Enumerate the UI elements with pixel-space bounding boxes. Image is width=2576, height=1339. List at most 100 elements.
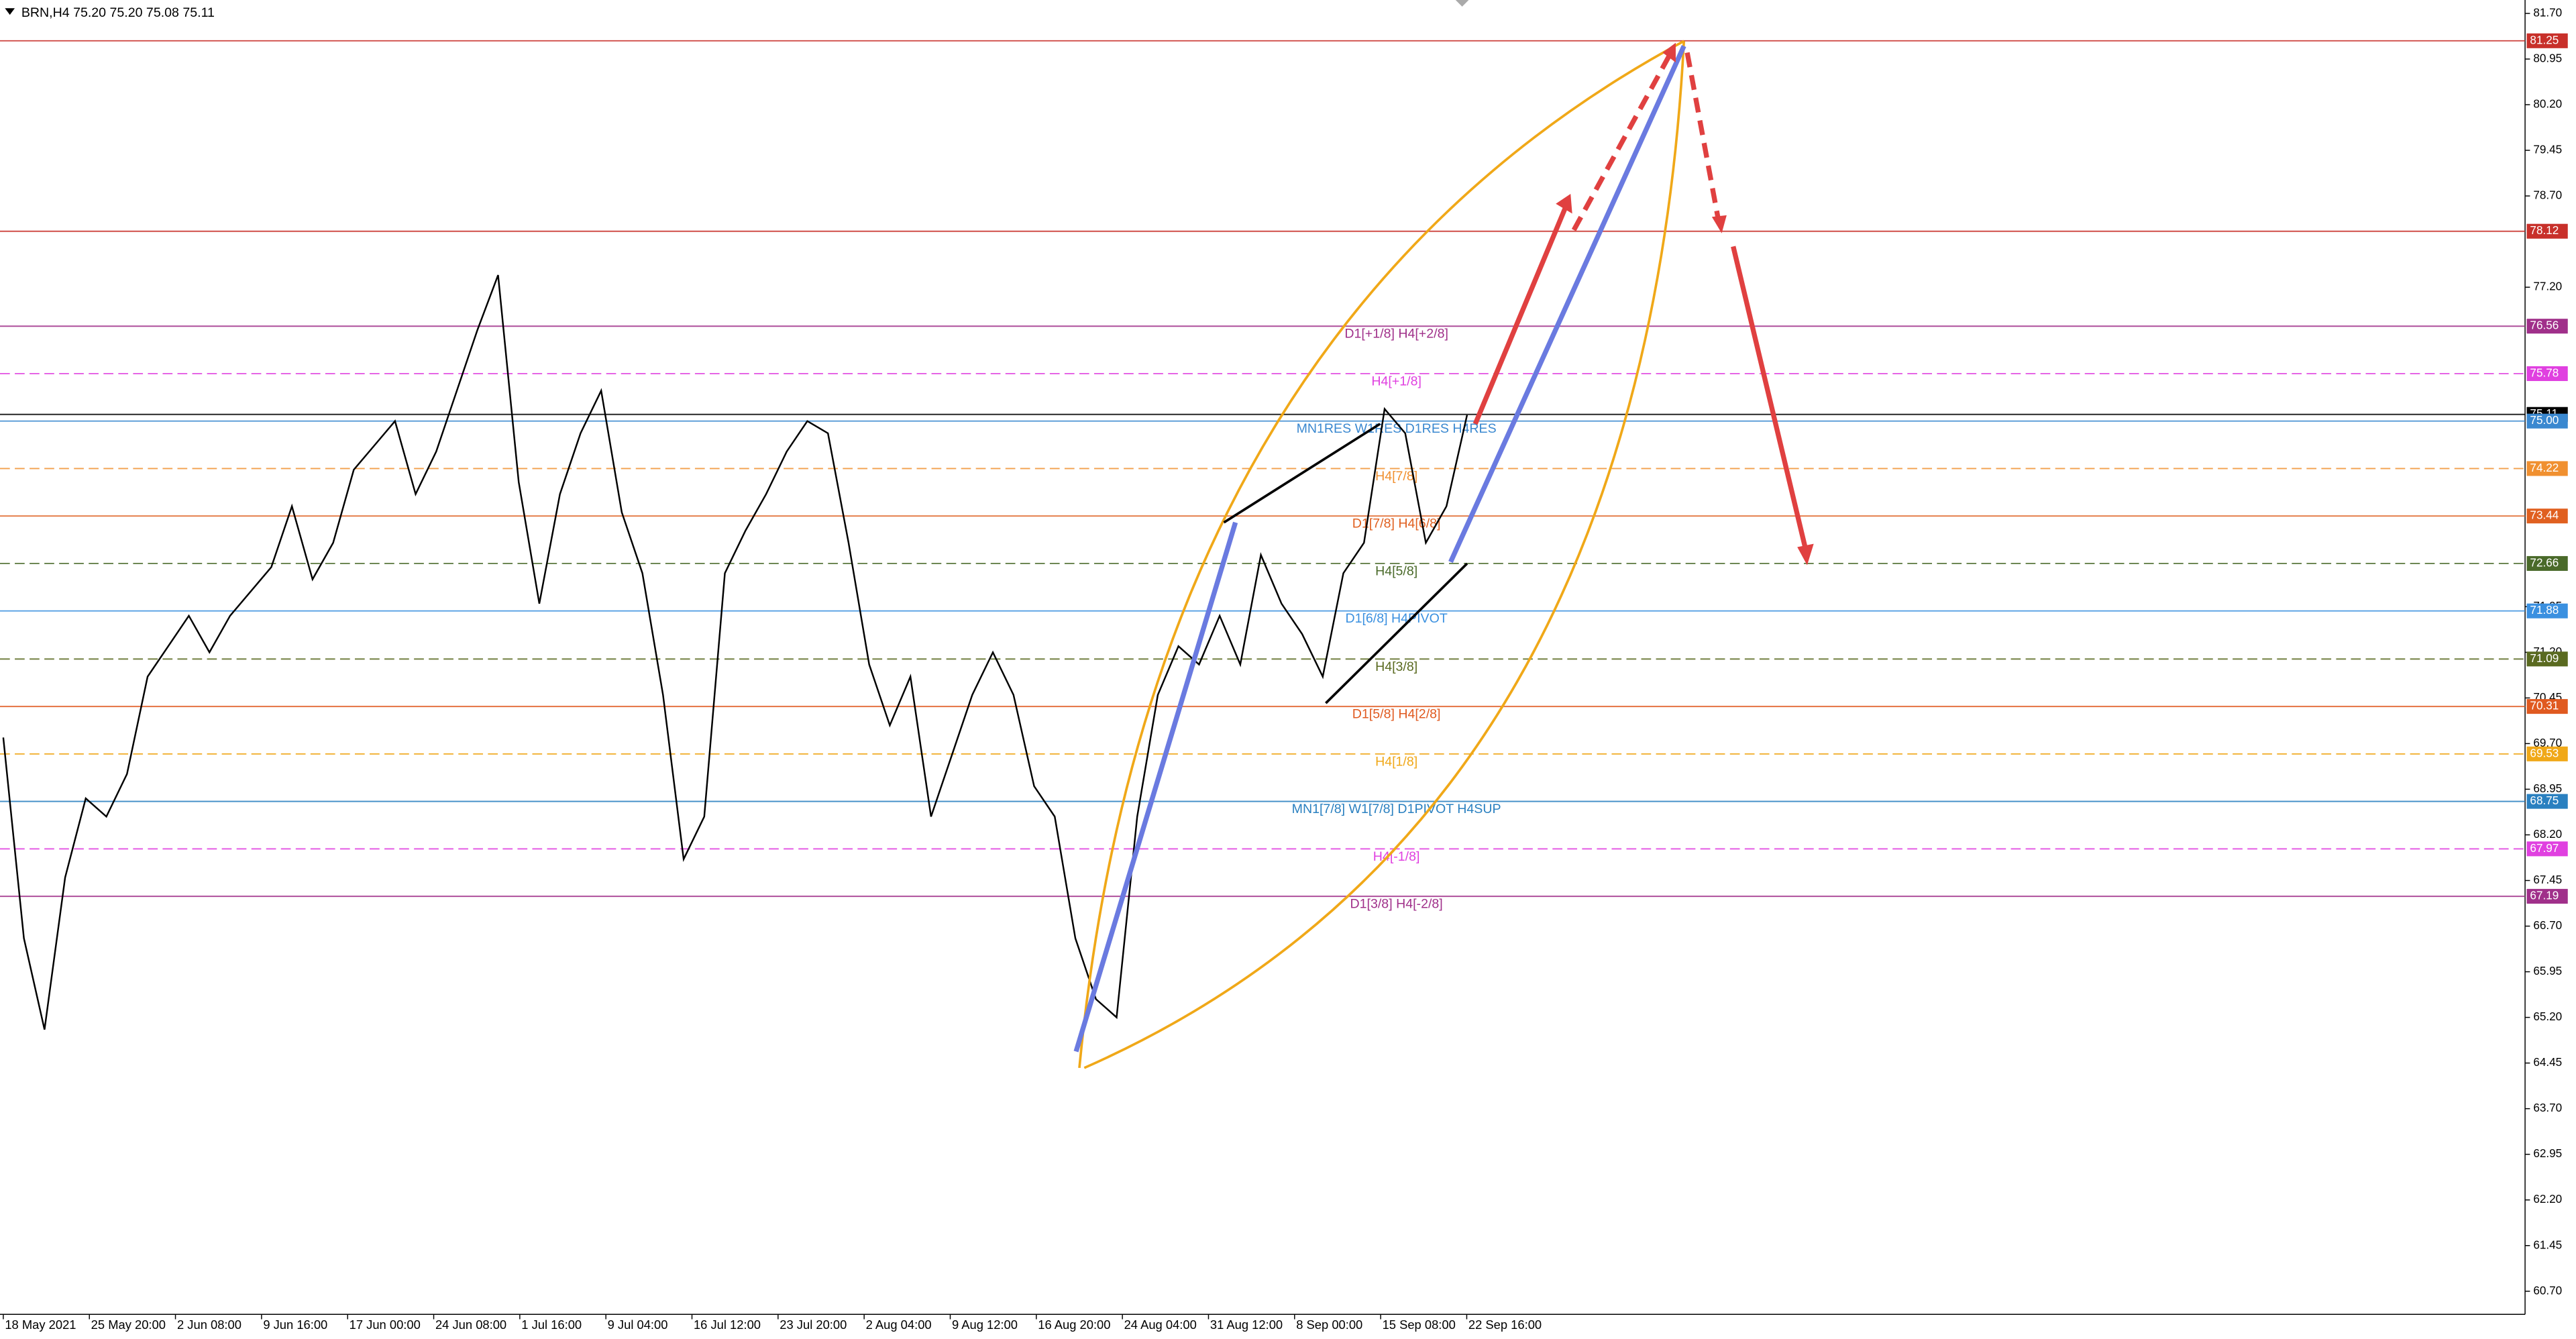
drawings (1073, 40, 1814, 1069)
arc (1083, 41, 1686, 1069)
level-price-label: 81.25 (2530, 33, 2559, 46)
level-price-label: 68.75 (2530, 794, 2559, 807)
level-label: H4[+1/8] (1371, 374, 1421, 388)
arrow (1684, 52, 1721, 221)
x-tick-label: 24 Aug 04:00 (1124, 1318, 1197, 1332)
level-label: D1[3/8] H4[-2/8] (1350, 897, 1443, 912)
x-tick-label: 2 Jun 08:00 (177, 1318, 241, 1332)
level-price-label: 67.97 (2530, 841, 2559, 855)
shift-marker (1455, 0, 1469, 7)
arrow-head (1662, 42, 1676, 63)
arc (1078, 40, 1685, 1069)
level-price-box (2526, 413, 2568, 429)
level-price-label: 75.78 (2530, 366, 2559, 379)
level-price-label: 78.12 (2530, 223, 2559, 237)
trend-line (1073, 521, 1238, 1053)
arrow-head (1711, 215, 1727, 233)
level-price-box (2526, 461, 2568, 476)
y-tick-label: 66.70 (2533, 918, 2562, 932)
x-tick-label: 1 Jul 16:00 (521, 1318, 582, 1332)
y-tick-label: 78.70 (2533, 189, 2562, 202)
level-label: H4[1/8] (1375, 754, 1417, 769)
level-price-box (2526, 366, 2568, 381)
levels: D1[+1/8] H4[+2/8] H4[+1/8] MN1RES W1RES D1… (0, 40, 2526, 912)
level-price-box (2526, 603, 2568, 619)
x-tick-label: 16 Aug 20:00 (1038, 1318, 1110, 1332)
x-tick-label: 9 Jul 04:00 (608, 1318, 668, 1332)
level-price-box (2526, 555, 2568, 571)
menu-icon (5, 8, 15, 15)
x-tick-label: 24 Jun 08:00 (435, 1318, 506, 1332)
arrow (1731, 246, 1809, 549)
channel-line (1325, 562, 1468, 704)
arrow (1472, 206, 1568, 425)
y-tick-label: 65.95 (2533, 964, 2562, 977)
level-label: D1[5/8] H4[2/8] (1352, 707, 1441, 722)
level-label: D1[6/8] H4PIVOT (1345, 611, 1447, 626)
y-tick-label: 69.70 (2533, 736, 2562, 749)
y-tick-label: 65.20 (2533, 1010, 2562, 1023)
level-price-box (2526, 33, 2568, 48)
trend-line (1448, 45, 1686, 564)
level-price-box (2526, 841, 2568, 857)
y-tick-label: 60.70 (2533, 1283, 2562, 1297)
level-price-box (2526, 319, 2568, 334)
axes: 81.7080.9580.2079.4578.7077.2071.9571.20… (3, 6, 2568, 1332)
level-label: D1[7/8] H4[6/8] (1352, 517, 1441, 531)
x-tick-label: 23 Jul 20:00 (780, 1318, 847, 1332)
level-label: MN1[7/8] W1[7/8] D1PIVOT H4SUP (1292, 802, 1501, 816)
y-tick-label: 63.70 (2533, 1101, 2562, 1114)
x-tick-label: 15 Sep 08:00 (1383, 1318, 1456, 1332)
level-price-label: 73.44 (2530, 508, 2559, 522)
arrow-head (1556, 194, 1572, 214)
level-label: H4[5/8] (1375, 564, 1417, 578)
arrow-head (1797, 543, 1814, 566)
level-label: H4[-1/8] (1373, 849, 1420, 864)
price-line (2, 274, 1468, 1030)
level-price-label: 74.22 (2530, 461, 2559, 474)
level-price-box (2526, 223, 2568, 239)
x-tick-label: 8 Sep 00:00 (1296, 1318, 1362, 1332)
channel-line (1223, 423, 1381, 524)
x-tick-label: 9 Jun 16:00 (263, 1318, 327, 1332)
x-tick-label: 31 Aug 12:00 (1210, 1318, 1283, 1332)
y-tick-label: 68.20 (2533, 827, 2562, 841)
level-label: H4[7/8] (1375, 469, 1417, 484)
x-tick-label: 22 Sep 16:00 (1468, 1318, 1542, 1332)
y-tick-label: 64.45 (2533, 1055, 2562, 1069)
y-tick-label: 62.20 (2533, 1192, 2562, 1206)
level-price-box (2526, 794, 2568, 809)
arrow (1571, 54, 1672, 231)
y-tick-label: 81.70 (2533, 6, 2562, 19)
level-price-label: 76.56 (2530, 319, 2559, 332)
x-tick-label: 25 May 20:00 (91, 1318, 166, 1332)
y-tick-label: 67.45 (2533, 873, 2562, 886)
y-tick-label: 79.45 (2533, 143, 2562, 156)
x-tick-label: 9 Aug 12:00 (952, 1318, 1018, 1332)
y-tick-label: 61.45 (2533, 1238, 2562, 1251)
level-label: H4[3/8] (1375, 659, 1417, 674)
y-tick-label: 80.20 (2533, 97, 2562, 111)
x-tick-label: 16 Jul 12:00 (694, 1318, 761, 1332)
level-price-label: 71.88 (2530, 603, 2559, 617)
x-tick-label: 17 Jun 00:00 (350, 1318, 421, 1332)
level-price-box (2526, 508, 2568, 524)
level-price-label: 72.66 (2530, 555, 2559, 569)
price (2, 274, 1468, 1030)
level-price-label: 71.09 (2530, 651, 2559, 665)
x-tick-label: 18 May 2021 (5, 1318, 76, 1332)
level-label: D1[+1/8] H4[+2/8] (1344, 327, 1448, 341)
level-price-box (2526, 651, 2568, 667)
y-tick-label: 68.95 (2533, 782, 2562, 795)
y-tick-label: 62.95 (2533, 1146, 2562, 1160)
y-tick-label: 77.20 (2533, 280, 2562, 293)
level-price-label: 75.00 (2530, 413, 2559, 427)
x-tick-label: 2 Aug 04:00 (866, 1318, 932, 1332)
level-price-box (2526, 889, 2568, 904)
y-tick-label: 80.95 (2533, 52, 2562, 65)
chart-title: BRN,H4 75.20 75.20 75.08 75.11 (21, 5, 215, 20)
level-price-label: 67.19 (2530, 889, 2559, 902)
